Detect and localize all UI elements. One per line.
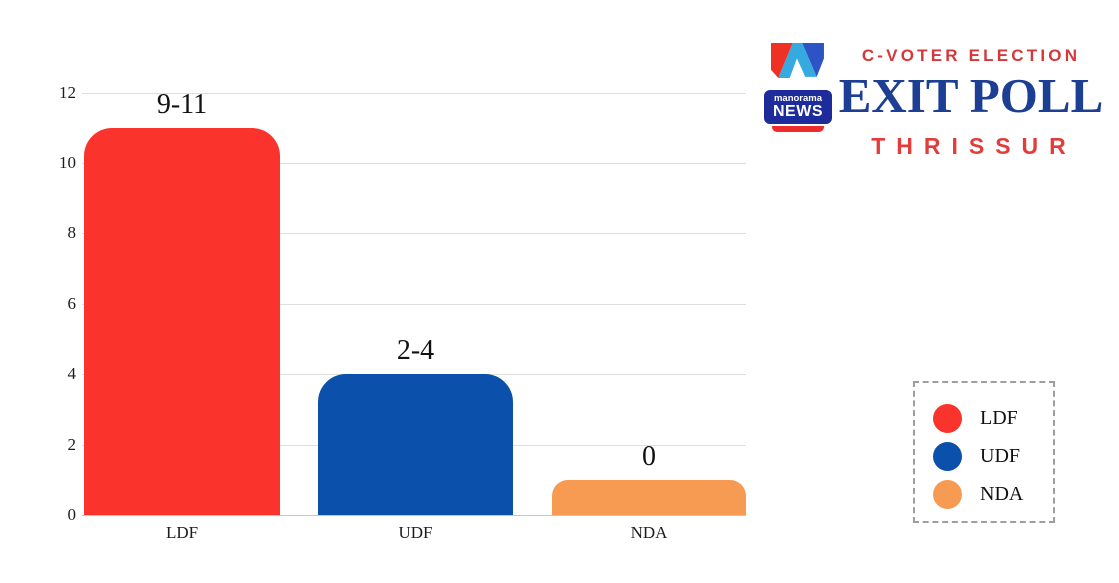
bar-ldf xyxy=(84,127,280,515)
x-category-label: LDF xyxy=(165,523,199,542)
bar-value-label: 2-4 xyxy=(396,335,435,367)
y-tick-label: 8 xyxy=(67,223,77,243)
legend-item-nda: NDA xyxy=(933,475,1053,513)
y-gridline xyxy=(82,92,746,94)
x-category-label: UDF xyxy=(398,523,433,542)
legend-swatch-udf xyxy=(933,441,962,471)
brand-line: C-VOTER ELECTION xyxy=(861,46,1081,65)
legend-label-nda: NDA xyxy=(980,482,1024,505)
y-gridline xyxy=(82,303,746,305)
legend-swatch-ldf xyxy=(933,403,962,433)
y-tick-label: 12 xyxy=(59,82,76,102)
legend-label-udf: UDF xyxy=(980,444,1021,467)
logo-manorama-text: manorama xyxy=(773,93,823,104)
y-tick-label: 0 xyxy=(67,505,77,524)
bar-value-label: 0 xyxy=(642,440,656,472)
legend-item-udf: UDF xyxy=(933,437,1053,475)
y-tick-label: 10 xyxy=(59,153,76,172)
page-title: EXIT POLL xyxy=(838,68,1104,123)
y-gridline xyxy=(82,163,746,164)
y-gridline xyxy=(82,233,746,235)
bar-value-label: 9-11 xyxy=(156,88,208,120)
legend-label-ldf: LDF xyxy=(980,406,1018,429)
chart-legend: LDF UDF NDA xyxy=(913,381,1055,523)
legend-item-ldf: LDF xyxy=(933,399,1053,437)
manorama-m-icon xyxy=(771,43,824,78)
region-title: THRISSUR xyxy=(871,133,1077,159)
logo-news-badge: manorama NEWS xyxy=(762,88,834,126)
logo-red-bar xyxy=(772,122,824,132)
x-category-label: NDA xyxy=(630,523,668,542)
legend-swatch-nda xyxy=(933,479,962,509)
manorama-news-logo: manorama NEWS xyxy=(762,42,834,134)
y-tick-label: 2 xyxy=(67,434,77,454)
y-tick-label: 4 xyxy=(67,364,77,384)
y-gridline xyxy=(82,515,746,516)
logo-news-text: NEWS xyxy=(773,103,823,120)
bar-nda xyxy=(552,479,746,515)
bar-udf xyxy=(318,374,513,515)
y-tick-label: 6 xyxy=(67,293,77,313)
